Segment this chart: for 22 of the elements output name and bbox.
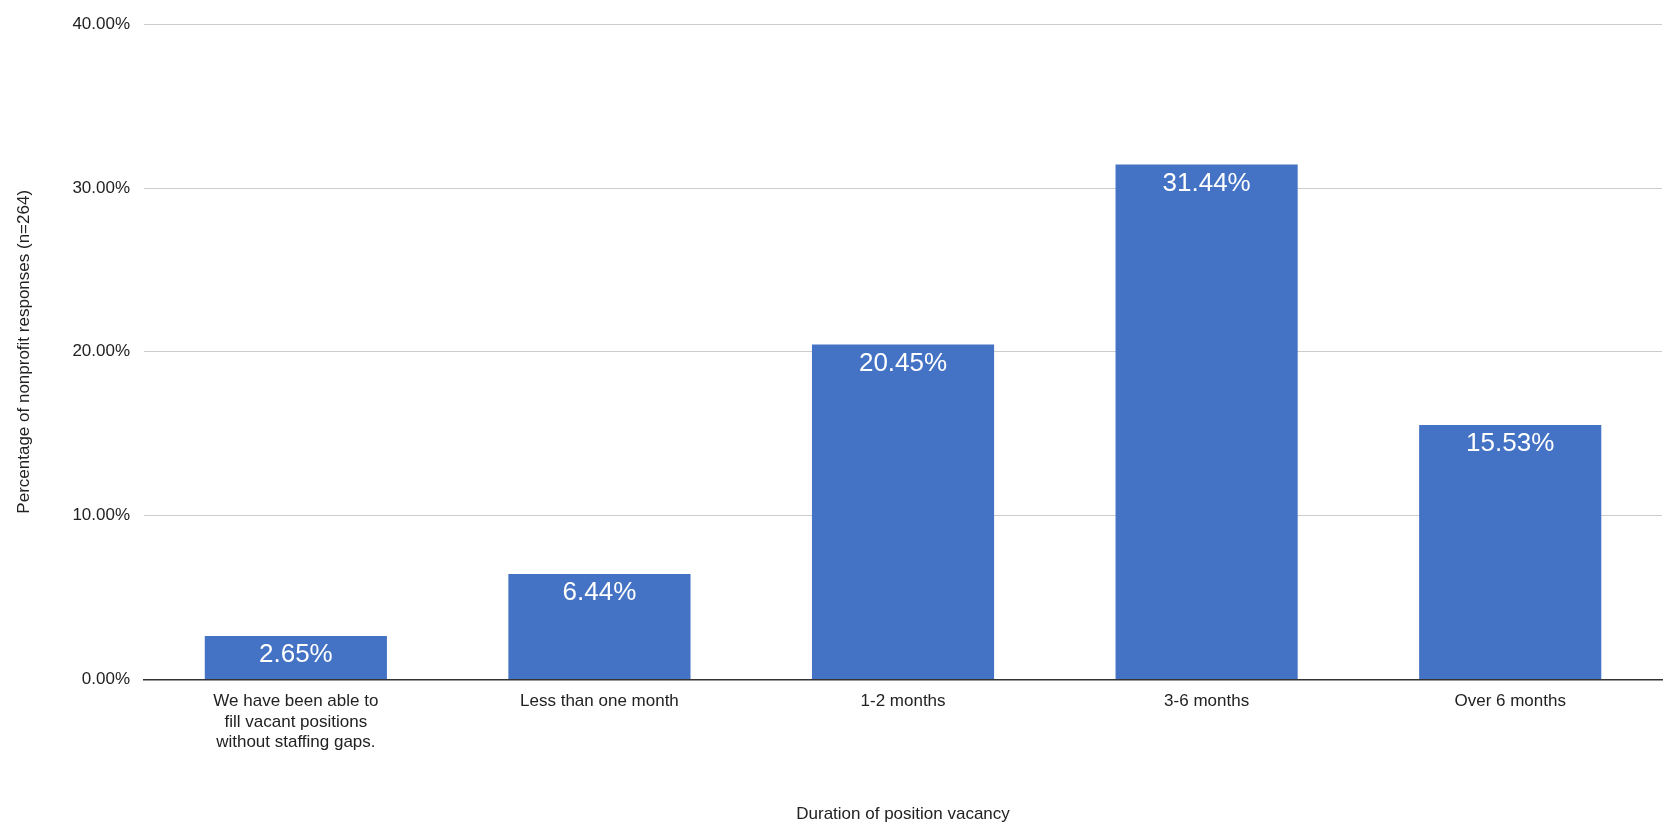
- data-label: 31.44%: [1162, 166, 1251, 197]
- x-tick-label: 1-2 months: [860, 691, 946, 711]
- y-axis-title: Percentage of nonprofit responses (n=264): [13, 189, 33, 514]
- data-label: 15.53%: [1466, 427, 1555, 458]
- x-tick-label: We have been able to fill vacant positions without staffing gaps.: [213, 691, 379, 752]
- x-tick-label: Less than one month: [520, 691, 679, 711]
- bar: [1115, 164, 1298, 679]
- y-tick-label: 10.00%: [72, 505, 131, 525]
- x-axis-title: Duration of position vacancy: [796, 804, 1011, 824]
- y-tick-label: 20.00%: [72, 341, 131, 361]
- y-tick-label: 0.00%: [81, 669, 131, 689]
- x-tick-label: 3-6 months: [1164, 691, 1250, 711]
- bar: [204, 635, 387, 679]
- data-label: 20.45%: [858, 346, 948, 377]
- bar: [1419, 425, 1602, 679]
- y-tick-label: 40.00%: [72, 13, 131, 33]
- bar: [508, 573, 691, 679]
- y-tick-label: 30.00%: [72, 177, 131, 197]
- data-label: 6.44%: [562, 576, 637, 607]
- bar: [811, 344, 995, 679]
- data-label: 2.65%: [258, 638, 333, 669]
- x-tick-label: Over 6 months: [1454, 691, 1566, 711]
